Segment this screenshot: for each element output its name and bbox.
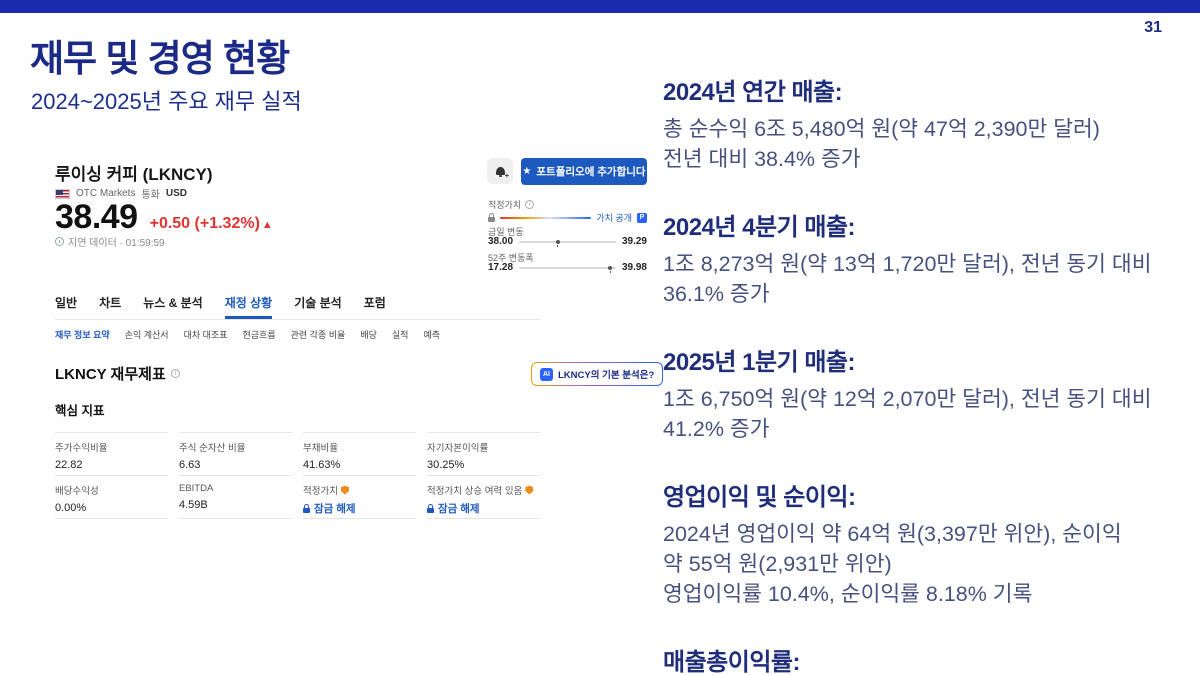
- ai-icon: AI: [540, 367, 553, 381]
- lock-icon: [427, 504, 434, 513]
- tab-forum[interactable]: 포럼: [363, 296, 386, 310]
- value-reveal-link[interactable]: 가치 공개: [596, 213, 632, 223]
- bell-icon: [495, 167, 505, 177]
- top-accent-bar: [0, 0, 1200, 13]
- tab-general[interactable]: 일반: [55, 296, 78, 310]
- day-range-track: [519, 239, 616, 247]
- us-flag-icon: [55, 188, 70, 199]
- subtab-balance-sheet[interactable]: 대차 대조표: [183, 330, 228, 340]
- unlock-link[interactable]: 잠금 해제: [303, 501, 416, 516]
- unlock-link[interactable]: 잠금 해제: [427, 501, 540, 516]
- week52-range-track: [519, 265, 616, 273]
- bell-plus-icon: +: [504, 173, 509, 180]
- slide-title: 재무 및 경영 현황: [30, 38, 290, 79]
- delayed-data: 지연 데이터 · 01:59:59: [55, 234, 165, 249]
- key-metrics-grid: 주가수익비율 22.82 주식 순자산 비율 6.63 부채비율 41.63% …: [55, 432, 540, 519]
- subtab-income-statement[interactable]: 손익 계산서: [124, 330, 169, 340]
- fact-operating-net-income: 영업이익 및 순이익: 2024년 영업이익 약 64억 원(3,397만 위안…: [663, 484, 1122, 606]
- info-icon[interactable]: i: [525, 200, 535, 209]
- fact-annual-revenue: 2024년 연간 매출: 총 순수익 6조 5,480억 원(약 47억 2,3…: [663, 79, 1100, 171]
- grid-bottom-border: [303, 518, 416, 519]
- main-tabs: 일반 차트 뉴스 & 분석 재정 상황 기술 분석 포럼: [55, 294, 540, 320]
- metric-fair-value-upside-locked: 적정가치 상승 여력 있음 잠금 해제: [427, 475, 540, 518]
- lock-icon: [488, 213, 495, 222]
- day-range-label: 금일 변동: [488, 227, 524, 237]
- currency-label: 통화: [141, 190, 160, 201]
- metric-ebitda: EBITDA 4.59B: [179, 475, 292, 518]
- subtab-forecast[interactable]: 예측: [423, 330, 440, 340]
- week52-range-row: 17.28 39.98: [488, 262, 647, 273]
- lock-icon: [303, 504, 310, 513]
- key-metrics-title: 핵심 지표: [55, 404, 105, 418]
- subtab-dividends[interactable]: 배당: [360, 330, 377, 340]
- ai-analysis-button[interactable]: AI LKNCY의 기본 분석은?: [531, 362, 664, 386]
- subtab-ratios[interactable]: 관련 각종 비율: [290, 330, 346, 340]
- week52-low: 17.28: [488, 262, 514, 273]
- stock-widget: 루이싱 커피 (LKNCY) OTC Markets 통화 USD 38.49 …: [55, 158, 664, 528]
- day-low: 38.00: [488, 236, 514, 247]
- metric-pe-ratio: 주가수익비율 22.82: [55, 432, 168, 475]
- star-icon: ★: [522, 166, 532, 177]
- week52-range-marker: [608, 265, 613, 273]
- pro-shield-icon: [525, 485, 534, 495]
- metric-debt-ratio: 부채비율 41.63%: [303, 432, 416, 475]
- fair-value-gauge: 가치 공개 P: [488, 211, 647, 224]
- page-number: 31: [1144, 19, 1162, 36]
- fact-q1-revenue: 2025년 1분기 매출: 1조 6,750억 원(약 12억 2,070만 달…: [663, 349, 1152, 441]
- subtab-earnings[interactable]: 실적: [391, 330, 409, 340]
- fact-gross-margin: 매출총이익률: 2024년 기준 56.85%로, 비용 관리 능력이 우수함: [663, 649, 800, 675]
- financial-statements-title: LKNCY 재무제표: [55, 366, 166, 383]
- up-triangle-icon: ▲: [261, 219, 273, 231]
- grid-bottom-border: [55, 518, 168, 519]
- metric-fair-value-locked: 적정가치 잠금 해제: [303, 475, 416, 518]
- metric-price-to-book: 주식 순자산 비율 6.63: [179, 432, 292, 475]
- stock-meta: OTC Markets 통화 USD: [55, 186, 187, 201]
- metric-roe: 자기자본이익률 30.25%: [427, 432, 540, 475]
- price-row: 38.49 +0.50 (+1.32%) ▲: [55, 198, 273, 237]
- currency-value: USD: [165, 188, 187, 199]
- stock-name: 루이싱 커피 (LKNCY): [55, 165, 213, 184]
- facts-column: 2024년 연간 매출: 총 순수익 6조 5,480억 원(약 47억 2,3…: [663, 72, 1183, 675]
- alert-button[interactable]: +: [487, 158, 513, 184]
- week52-high: 39.98: [621, 262, 647, 273]
- subtab-summary[interactable]: 재무 정보 요약: [55, 330, 110, 340]
- clock-icon: [55, 237, 64, 246]
- day-range-marker: [555, 239, 560, 247]
- pro-badge-icon: P: [637, 212, 647, 223]
- metric-dividend-yield: 배당수익성 0.00%: [55, 475, 168, 518]
- slide-subtitle: 2024~2025년 주요 재무 실적: [31, 89, 302, 114]
- subtab-cash-flow[interactable]: 현금흐름: [242, 330, 276, 340]
- stock-price: 38.49: [55, 198, 138, 236]
- tab-technical[interactable]: 기술 분석: [294, 296, 342, 310]
- price-change: +0.50 (+1.32%) ▲: [149, 215, 273, 232]
- exchange-label: OTC Markets: [76, 188, 136, 199]
- week52-range-label: 52주 변동폭: [488, 253, 534, 263]
- pro-shield-icon: [340, 485, 349, 495]
- financial-subtabs: 재무 정보 요약 손익 계산서 대차 대조표 현금흐름 관련 각종 비율 배당 …: [55, 328, 440, 341]
- fair-value-gradient-bar: [500, 216, 592, 219]
- tab-financials[interactable]: 재정 상황: [224, 294, 273, 319]
- day-high: 39.29: [621, 236, 647, 247]
- add-to-portfolio-button[interactable]: ★ 포트폴리오에 추가합니다: [521, 158, 647, 185]
- fair-value-label: 적정가치 i: [488, 198, 535, 211]
- grid-bottom-border: [427, 518, 540, 519]
- fact-q4-revenue: 2024년 4분기 매출: 1조 8,273억 원(약 13억 1,720만 달…: [663, 214, 1152, 306]
- financial-statements-header: LKNCY 재무제표 i: [55, 363, 180, 384]
- tab-chart[interactable]: 차트: [99, 296, 122, 310]
- tab-news-analysis[interactable]: 뉴스 & 분석: [143, 296, 203, 310]
- grid-bottom-border: [179, 518, 292, 519]
- day-range-row: 38.00 39.29: [488, 236, 647, 247]
- info-icon[interactable]: i: [170, 369, 180, 378]
